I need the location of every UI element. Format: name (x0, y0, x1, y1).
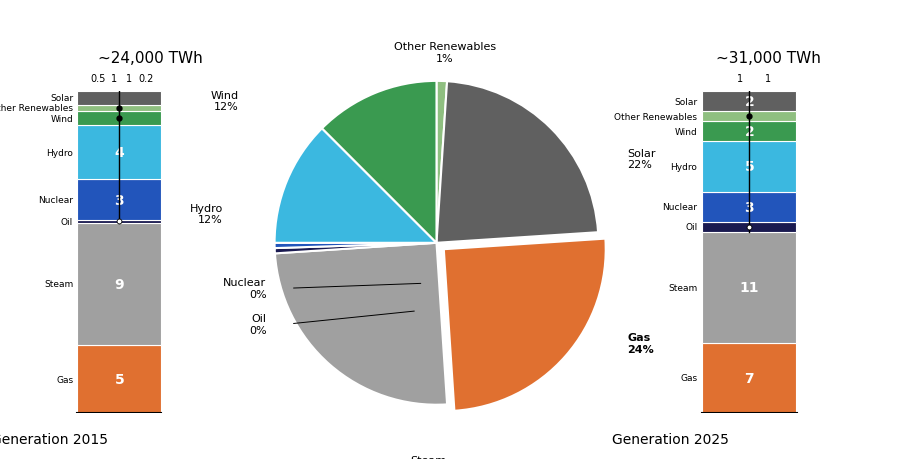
Text: 7: 7 (744, 371, 754, 385)
Bar (702, 122, 796, 142)
Text: 5: 5 (114, 372, 124, 386)
Text: ~31,000 TWh: ~31,000 TWh (716, 51, 821, 66)
Text: 11: 11 (740, 280, 759, 295)
Text: Generation 2015: Generation 2015 (0, 432, 108, 446)
Text: Gas: Gas (680, 374, 698, 382)
Wedge shape (322, 82, 436, 243)
Text: Nuclear: Nuclear (662, 203, 698, 212)
Bar (77, 112, 161, 126)
Text: Wind: Wind (674, 128, 698, 136)
Bar (702, 92, 796, 112)
Text: Solar: Solar (50, 94, 73, 103)
Wedge shape (274, 243, 436, 249)
Text: 2: 2 (744, 125, 754, 139)
Bar (77, 126, 161, 180)
Text: Other Renewables: Other Renewables (0, 104, 73, 113)
Text: Wind: Wind (50, 114, 73, 123)
Text: 1: 1 (737, 74, 742, 84)
Text: 1: 1 (111, 74, 117, 84)
Text: Steam: Steam (668, 283, 698, 292)
Bar (77, 223, 161, 345)
Text: Hydro: Hydro (670, 162, 698, 172)
Bar (702, 142, 796, 192)
Wedge shape (274, 243, 447, 405)
Text: 9: 9 (114, 277, 124, 291)
Bar (702, 192, 796, 222)
Text: Gas
24%: Gas 24% (627, 333, 654, 354)
Text: 1: 1 (126, 74, 132, 84)
Wedge shape (444, 239, 606, 411)
Bar (77, 106, 161, 112)
Bar (702, 343, 796, 413)
Text: Steam
24%: Steam 24% (410, 455, 446, 459)
Bar (702, 112, 796, 122)
Wedge shape (274, 129, 436, 243)
Text: Gas: Gas (56, 375, 73, 384)
Text: 3: 3 (114, 193, 124, 207)
Wedge shape (436, 82, 447, 243)
Bar (77, 92, 161, 106)
Bar (77, 221, 161, 223)
Bar (77, 180, 161, 221)
Text: 3: 3 (744, 200, 754, 214)
Text: 5: 5 (744, 160, 754, 174)
Text: Nuclear
0%: Nuclear 0% (223, 278, 266, 299)
Text: Generation 2025: Generation 2025 (612, 432, 729, 446)
Text: 0.2: 0.2 (138, 74, 153, 84)
Text: Other Renewables: Other Renewables (615, 112, 698, 121)
Bar (77, 345, 161, 413)
Text: Oil: Oil (685, 223, 698, 232)
Text: Oil: Oil (61, 218, 73, 226)
Wedge shape (274, 243, 436, 254)
Text: 4: 4 (114, 146, 124, 160)
Text: Oil
0%: Oil 0% (249, 313, 266, 335)
Text: 2: 2 (744, 95, 754, 109)
Wedge shape (436, 82, 598, 243)
Text: Other Renewables
1%: Other Renewables 1% (393, 42, 496, 63)
Bar (702, 222, 796, 232)
Bar (702, 232, 796, 343)
Text: Solar: Solar (674, 97, 698, 106)
Text: Wind
12%: Wind 12% (211, 90, 239, 112)
Text: Hydro
12%: Hydro 12% (190, 203, 223, 225)
Text: Nuclear: Nuclear (38, 196, 73, 205)
Text: 0.5: 0.5 (91, 74, 106, 84)
Text: ~24,000 TWh: ~24,000 TWh (97, 51, 202, 66)
Text: Steam: Steam (44, 280, 73, 289)
Text: Solar
22%: Solar 22% (627, 148, 656, 170)
Text: 1: 1 (765, 74, 771, 84)
Text: Hydro: Hydro (46, 148, 73, 157)
